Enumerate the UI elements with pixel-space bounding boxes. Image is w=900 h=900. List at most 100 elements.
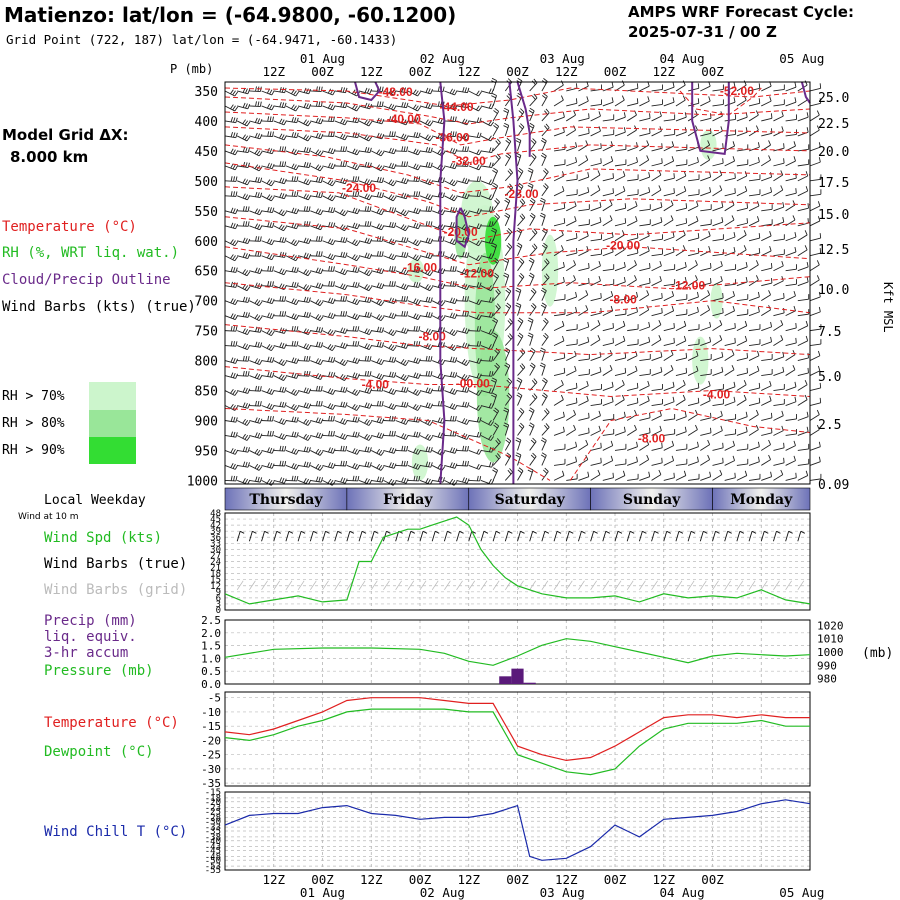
- wind-barb-flag: [491, 77, 497, 81]
- wind-barb-flag: [401, 146, 404, 152]
- wind-barb-flag: [415, 358, 419, 363]
- wind-barb: [285, 340, 299, 347]
- wind-barb-flag: [415, 117, 419, 123]
- wind-barb-staff: [297, 285, 309, 292]
- wind-barb-staff: [237, 255, 248, 260]
- wind-barb: [261, 162, 275, 170]
- wind-barb-flag: [400, 433, 405, 438]
- wind-barb-flag: [342, 237, 346, 243]
- wind-barb-flag: [330, 222, 333, 228]
- wind-barb-staff: [261, 180, 272, 187]
- wind-barb-flag: [697, 382, 700, 388]
- wind-barb: [346, 281, 360, 288]
- wind-barb-flag: [279, 401, 282, 407]
- wind-barb-staff: [371, 390, 383, 392]
- wind-barb: [261, 206, 275, 213]
- wind-barb-flag: [403, 433, 407, 439]
- wind-barb-flag: [269, 254, 273, 260]
- wind-barb-staff: [261, 105, 272, 111]
- wind-barb-flag: [328, 371, 331, 377]
- wind-barb-flag: [344, 478, 348, 484]
- wind-barb-flag: [230, 463, 234, 468]
- wind-barb-flag: [401, 236, 404, 242]
- wind-barb-staff: [297, 270, 309, 277]
- wind-barb-staff: [322, 300, 334, 304]
- wind-barb-flag: [356, 241, 360, 247]
- wind-barb-staff: [346, 270, 358, 273]
- wind-barb-flag: [295, 391, 299, 396]
- wind-barb-flag: [364, 206, 367, 212]
- wind-barb-flag: [364, 161, 368, 167]
- wind-barb-flag: [332, 148, 336, 154]
- wind-barb-staff: [297, 195, 309, 201]
- wind-barb-staff: [261, 195, 272, 202]
- wind-barb-flag: [333, 416, 335, 422]
- wind-barb-flag: [291, 403, 295, 409]
- wind-barb: [395, 224, 409, 232]
- wind-barb-staff: [249, 225, 260, 231]
- wind-barb-flag: [354, 132, 358, 138]
- wind-barb-flag: [357, 358, 360, 364]
- wind-barb: [358, 269, 373, 277]
- wind-barb-flag: [258, 301, 263, 306]
- wind-barb-flag: [428, 162, 431, 168]
- wind-barb-staff: [224, 405, 236, 411]
- wind-barb-flag: [357, 282, 360, 288]
- wind-barb: [371, 251, 384, 257]
- wind-barb-flag: [636, 98, 639, 104]
- wind-barb: [371, 448, 385, 456]
- wind-barb-staff: [273, 300, 285, 302]
- wind-barb-flag: [427, 387, 431, 393]
- wind-barb-flag: [357, 417, 360, 423]
- wind-barb-flag: [722, 292, 724, 299]
- wind-barb: [395, 146, 409, 152]
- wind-barb-flag: [283, 226, 287, 232]
- wind-barb-flag: [376, 400, 379, 406]
- wind-barb-flag: [685, 352, 688, 358]
- wind-barb-staff: [419, 210, 432, 212]
- wind-barb-staff: [407, 150, 419, 156]
- wind-barb-staff: [261, 405, 272, 410]
- wind-barb-flag: [381, 268, 385, 274]
- wind-barb-flag: [418, 117, 421, 123]
- wind-barb-flag: [388, 344, 393, 349]
- wind-barb: [358, 446, 372, 453]
- wind-barb-staff: [371, 210, 382, 216]
- wind-barb-flag: [758, 248, 761, 254]
- wind-barb-flag: [369, 147, 372, 153]
- wind-barb-flag: [366, 420, 370, 425]
- wind-barb: [334, 327, 348, 334]
- wind-barb: [224, 266, 238, 273]
- wind-barb-flag: [315, 326, 319, 332]
- wind-barb-flag: [230, 239, 234, 244]
- wind-barb-flag: [412, 254, 417, 259]
- wind-barb-flag: [303, 433, 307, 439]
- wind-barb-staff: [419, 150, 431, 154]
- wind-barb: [285, 416, 299, 423]
- wind-barb-staff: [358, 270, 370, 277]
- wind-barb-staff: [432, 405, 444, 407]
- wind-barb-flag: [368, 136, 373, 142]
- wind-barb-flag: [369, 356, 372, 362]
- wind-barb-flag: [230, 254, 234, 259]
- wind-barb-staff: [346, 195, 358, 197]
- wind-barb: [334, 401, 348, 408]
- wind-barb-flag: [319, 466, 324, 471]
- wind-barb: [395, 209, 409, 217]
- wind-barb: [236, 119, 251, 127]
- wind-barb-staff: [322, 390, 333, 395]
- wind-barb: [419, 433, 434, 441]
- wind-barb-flag: [425, 418, 429, 424]
- wind-barb-flag: [281, 252, 285, 258]
- wind-barb-staff: [297, 345, 309, 350]
- wind-barb-flag: [281, 477, 285, 483]
- wind-barb: [358, 311, 372, 318]
- wind-barb-staff: [297, 180, 309, 186]
- wind-barb-flag: [427, 270, 431, 275]
- wind-barb-flag: [369, 238, 373, 244]
- wind-barb-staff: [419, 90, 431, 95]
- wind-barb-flag: [389, 206, 392, 212]
- wind-barb-flag: [710, 113, 712, 119]
- wind-barb-flag: [389, 356, 392, 362]
- wind-barb-staff: [395, 360, 406, 366]
